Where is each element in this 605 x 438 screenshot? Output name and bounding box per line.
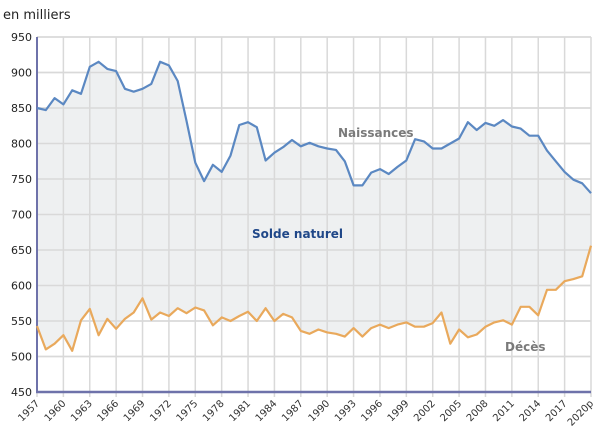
y-tick-label: 700 xyxy=(11,209,32,222)
x-tick-label: 1972 xyxy=(148,398,174,424)
series-line-naissances xyxy=(36,60,592,194)
x-tick-label: 1969 xyxy=(122,398,148,424)
x-tick-label: 1999 xyxy=(386,398,412,424)
x-tick-label: 1996 xyxy=(359,398,385,424)
x-tick-label: 1963 xyxy=(69,398,95,424)
y-tick-label: 750 xyxy=(11,173,32,186)
series-line-deces xyxy=(35,245,593,352)
x-tick-label: 2020p xyxy=(566,398,596,428)
x-tick-label: 2014 xyxy=(518,398,544,424)
y-tick-label: 500 xyxy=(11,351,32,364)
y-tick-label: 800 xyxy=(11,138,32,151)
x-tick-label: 1981 xyxy=(227,398,253,424)
y-tick-label: 550 xyxy=(11,315,32,328)
y-tick-label: 900 xyxy=(11,67,32,80)
y-axis-ticks: 450 500 550 600 650 700 750 800 850 900 950 xyxy=(11,31,32,399)
x-tick-label: 1984 xyxy=(254,398,280,424)
x-tick-label: 1957 xyxy=(16,398,42,424)
x-tick-label: 1975 xyxy=(175,398,201,424)
x-tick-label: 1960 xyxy=(43,398,69,424)
y-tick-label: 650 xyxy=(11,244,32,257)
x-tick-label: 2008 xyxy=(465,398,491,424)
x-tick-label: 2005 xyxy=(438,398,464,424)
x-axis-ticks: 1957 1960 1963 1966 1969 1972 1975 1978 1981 1984… xyxy=(16,398,596,428)
x-tick-label: 2011 xyxy=(491,398,517,424)
x-tick-label: 1990 xyxy=(307,398,333,424)
x-tick-label: 1993 xyxy=(333,398,359,424)
series-lines xyxy=(35,60,593,352)
y-tick-label: 600 xyxy=(11,280,32,293)
naissances-label: Naissances xyxy=(338,126,414,140)
solde-naturel-label: Solde naturel xyxy=(252,227,343,241)
deces-label: Décès xyxy=(505,340,546,354)
y-tick-label: 950 xyxy=(11,31,32,44)
y-tick-label: 850 xyxy=(11,102,32,115)
solde-naturel-area xyxy=(37,61,591,351)
x-tick-label: 1966 xyxy=(95,398,121,424)
x-tick-label: 1987 xyxy=(280,398,306,424)
y-unit-label: en milliers xyxy=(3,8,71,23)
x-tick-label: 1978 xyxy=(201,398,227,424)
y-tick-label: 450 xyxy=(11,386,32,399)
x-tick-label: 2002 xyxy=(412,398,438,424)
